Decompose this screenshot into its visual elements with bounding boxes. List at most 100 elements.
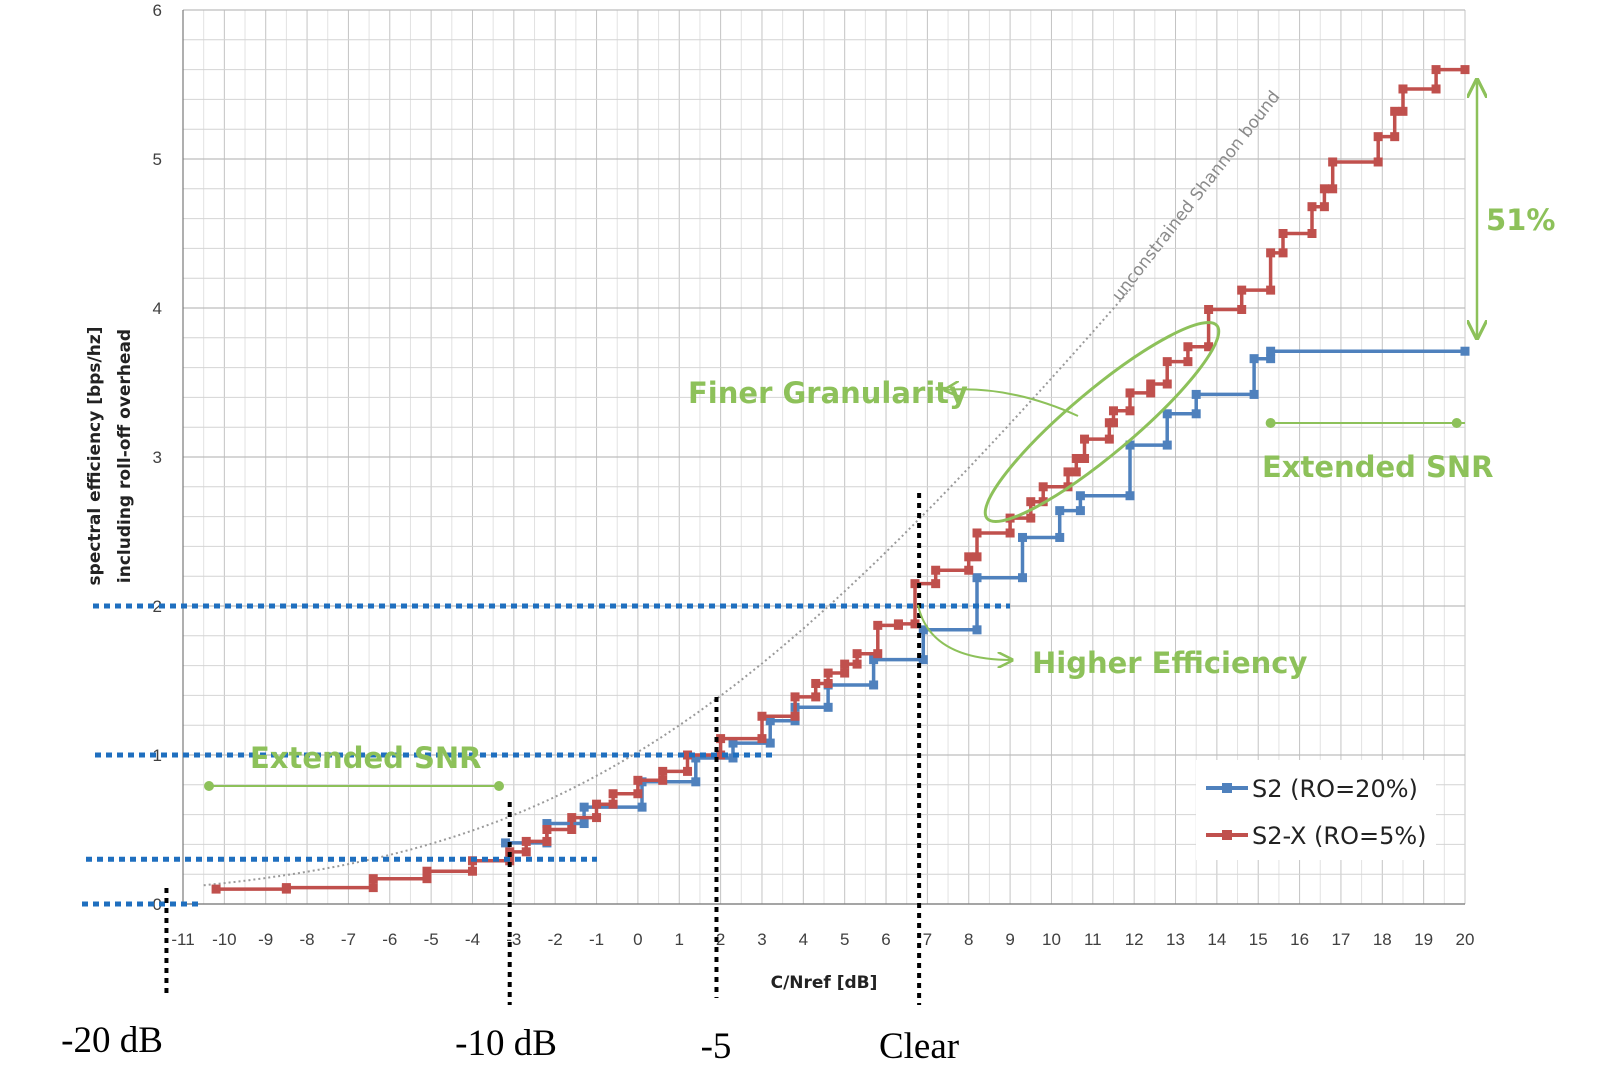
y-tick-label: 0 — [153, 895, 162, 914]
point-marker-s2x — [1431, 65, 1441, 75]
point-marker-s2x — [931, 579, 941, 589]
finer-granularity-arrow — [945, 389, 1079, 417]
x-tick-label: 14 — [1207, 930, 1226, 949]
x-tick-label: -6 — [382, 930, 397, 949]
point-marker-s2x — [840, 668, 850, 678]
x-tick-label: -11 — [171, 930, 194, 949]
x-tick-label: -1 — [589, 930, 604, 949]
point-marker-s2 — [765, 738, 775, 748]
point-marker-s2 — [1055, 532, 1065, 542]
point-marker-s2 — [1191, 389, 1201, 399]
point-marker-s2 — [1266, 354, 1276, 364]
y-tick-label: 2 — [153, 597, 162, 616]
point-marker-s2x — [823, 678, 833, 688]
x-tick-label: -5 — [424, 930, 439, 949]
point-marker-s2x — [1005, 528, 1015, 538]
x-tick-label: 20 — [1456, 930, 1475, 949]
point-marker-s2x — [1204, 342, 1214, 352]
y-tick-label: 4 — [153, 299, 162, 318]
point-marker-s2x — [972, 528, 982, 538]
point-marker-s2 — [579, 819, 589, 829]
point-marker-s2x — [1038, 482, 1048, 492]
point-marker-s2 — [1191, 409, 1201, 419]
x-tick-label: 6 — [881, 930, 890, 949]
point-marker-s2x — [521, 847, 531, 857]
point-marker-s2x — [873, 620, 883, 630]
point-marker-s2x — [790, 711, 800, 721]
point-marker-s2x — [505, 847, 515, 857]
point-marker-s2x — [633, 789, 643, 799]
point-marker-s2 — [1055, 506, 1065, 516]
point-marker-s2x — [1398, 84, 1408, 94]
x-tick-label: -4 — [465, 930, 480, 949]
extended-snr-left-dot — [494, 781, 504, 791]
point-marker-s2 — [918, 625, 928, 635]
y-tick-label: 3 — [153, 448, 162, 467]
bottom-label-minus20db: -20 dB — [61, 1020, 163, 1061]
point-marker-s2x — [972, 552, 982, 562]
point-marker-s2 — [691, 753, 701, 763]
x-axis-title: C/Nref [dB] — [771, 973, 878, 993]
extended-snr-right-dot — [1265, 418, 1276, 428]
point-marker-s2x — [1063, 467, 1073, 477]
point-marker-s2x — [1146, 379, 1156, 389]
finer-granularity-label: Finer Granularity — [688, 376, 968, 410]
x-tick-label: -7 — [341, 930, 356, 949]
y-tick-label: 5 — [153, 150, 162, 169]
legend-label-s2: S2 (RO=20%) — [1252, 775, 1418, 803]
point-marker-s2x — [873, 649, 883, 659]
point-marker-s2x — [852, 659, 862, 669]
point-marker-s2x — [422, 866, 432, 876]
point-marker-s2 — [972, 573, 982, 583]
point-marker-s2x — [1125, 388, 1135, 398]
extended-snr-right-dot — [1451, 418, 1462, 428]
point-marker-s2x — [1328, 184, 1338, 194]
point-marker-s2x — [211, 884, 221, 894]
point-marker-s2 — [1249, 389, 1259, 399]
point-marker-s2x — [716, 734, 726, 744]
point-marker-s2x — [1278, 248, 1288, 258]
point-marker-s2x — [1026, 497, 1036, 507]
point-marker-s2x — [1319, 184, 1329, 194]
x-tick-label: 19 — [1414, 930, 1433, 949]
point-marker-s2x — [910, 579, 920, 589]
point-marker-s2 — [1018, 573, 1028, 583]
x-tick-label: 8 — [964, 930, 973, 949]
point-marker-s2 — [637, 802, 647, 812]
bottom-label-minus5: -5 — [701, 1026, 732, 1067]
point-marker-s2x — [1328, 157, 1338, 167]
point-marker-s2x — [1183, 357, 1193, 367]
point-marker-s2x — [893, 619, 903, 629]
point-marker-s2x — [1307, 202, 1317, 212]
y-tick-label: 6 — [153, 1, 162, 20]
x-tick-label: 1 — [675, 930, 684, 949]
point-marker-s2x — [542, 825, 552, 834]
point-marker-s2x — [592, 799, 602, 809]
point-marker-s2x — [716, 750, 726, 760]
x-tick-label: 13 — [1166, 930, 1185, 949]
point-marker-s2x — [1390, 106, 1400, 116]
x-tick-label: -9 — [258, 930, 273, 949]
y-tick-label: 1 — [153, 746, 162, 765]
point-marker-s2x — [467, 866, 477, 876]
point-marker-s2x — [1162, 357, 1172, 367]
x-tick-label: 16 — [1290, 930, 1309, 949]
point-marker-s2 — [1075, 506, 1085, 516]
point-marker-s2 — [1018, 532, 1028, 542]
x-tick-label: -8 — [300, 930, 315, 949]
extended-snr-left-label: Extended SNR — [250, 741, 481, 775]
extended-snr-left-dot — [204, 781, 214, 791]
point-marker-s2x — [1373, 132, 1383, 142]
legend-label-s2x: S2-X (RO=5%) — [1252, 822, 1427, 850]
point-marker-s2 — [728, 738, 738, 748]
point-marker-s2 — [765, 716, 775, 726]
point-marker-s2 — [869, 680, 879, 690]
x-tick-label: 18 — [1373, 930, 1392, 949]
series-line-s2 — [505, 349, 1465, 845]
point-marker-s2x — [1108, 406, 1118, 416]
legend-marker-s2 — [1222, 783, 1232, 793]
point-marker-s2x — [811, 678, 821, 688]
point-marker-s2x — [811, 692, 821, 702]
tick-labels: -11 -10 -9 -8 -7 -6 -5 -4 -3 -2 -1 0 1 2 3 4 5 6 7 8 9 10 11 12… — [153, 1, 1475, 949]
